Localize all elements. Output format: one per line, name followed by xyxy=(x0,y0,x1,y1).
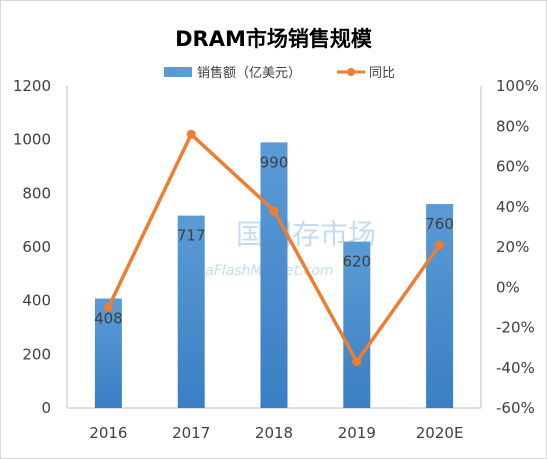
left-axis-tick: 600 xyxy=(22,238,51,256)
chart-title: DRAM市场销售规模 xyxy=(175,27,372,51)
right-axis-tick: 0% xyxy=(496,278,520,296)
yoy-point-2020E xyxy=(435,240,445,250)
right-axis-tick: -60% xyxy=(496,399,535,417)
x-axis-tick: 2016 xyxy=(89,424,127,442)
yoy-point-2017 xyxy=(186,129,196,139)
bar-2020E xyxy=(426,204,454,408)
legend-line-label: 同比 xyxy=(369,66,395,81)
left-axis-tick: 400 xyxy=(22,292,51,310)
bar-value-label: 990 xyxy=(260,153,289,171)
bar-value-label: 408 xyxy=(94,310,123,328)
right-axis-tick: -20% xyxy=(496,319,535,337)
bar-value-label: 620 xyxy=(342,253,371,271)
x-axis-tick: 2017 xyxy=(172,424,210,442)
x-axis-tick: 2018 xyxy=(255,424,293,442)
right-axis-tick: 40% xyxy=(496,198,529,216)
bar-2016 xyxy=(94,298,122,408)
legend-line-marker xyxy=(347,68,355,76)
yoy-point-2018 xyxy=(269,206,279,216)
legend-bar-swatch xyxy=(164,67,192,77)
yoy-point-2016 xyxy=(103,302,113,312)
right-axis-tick: 80% xyxy=(496,117,529,135)
right-axis-tick: 100% xyxy=(496,77,539,95)
x-axis-tick: 2019 xyxy=(338,424,376,442)
left-axis-tick: 800 xyxy=(22,184,51,202)
bar-value-label: 760 xyxy=(425,215,454,233)
left-axis-tick: 0 xyxy=(41,399,51,417)
left-axis-tick: 1000 xyxy=(13,131,51,149)
right-axis-tick: 20% xyxy=(496,238,529,256)
left-axis-tick: 200 xyxy=(22,345,51,363)
yoy-point-2019 xyxy=(352,357,362,367)
bar-2018 xyxy=(260,142,288,408)
bar-value-label: 717 xyxy=(177,227,206,245)
legend-bar-label: 销售额（亿美元） xyxy=(197,65,301,81)
left-axis-tick: 1200 xyxy=(13,77,51,95)
right-axis-tick: 60% xyxy=(496,158,529,176)
bar-2017 xyxy=(177,215,205,408)
x-axis-tick: 2020E xyxy=(416,424,464,442)
right-axis-tick: -40% xyxy=(496,359,535,377)
bar-2019 xyxy=(343,241,371,408)
